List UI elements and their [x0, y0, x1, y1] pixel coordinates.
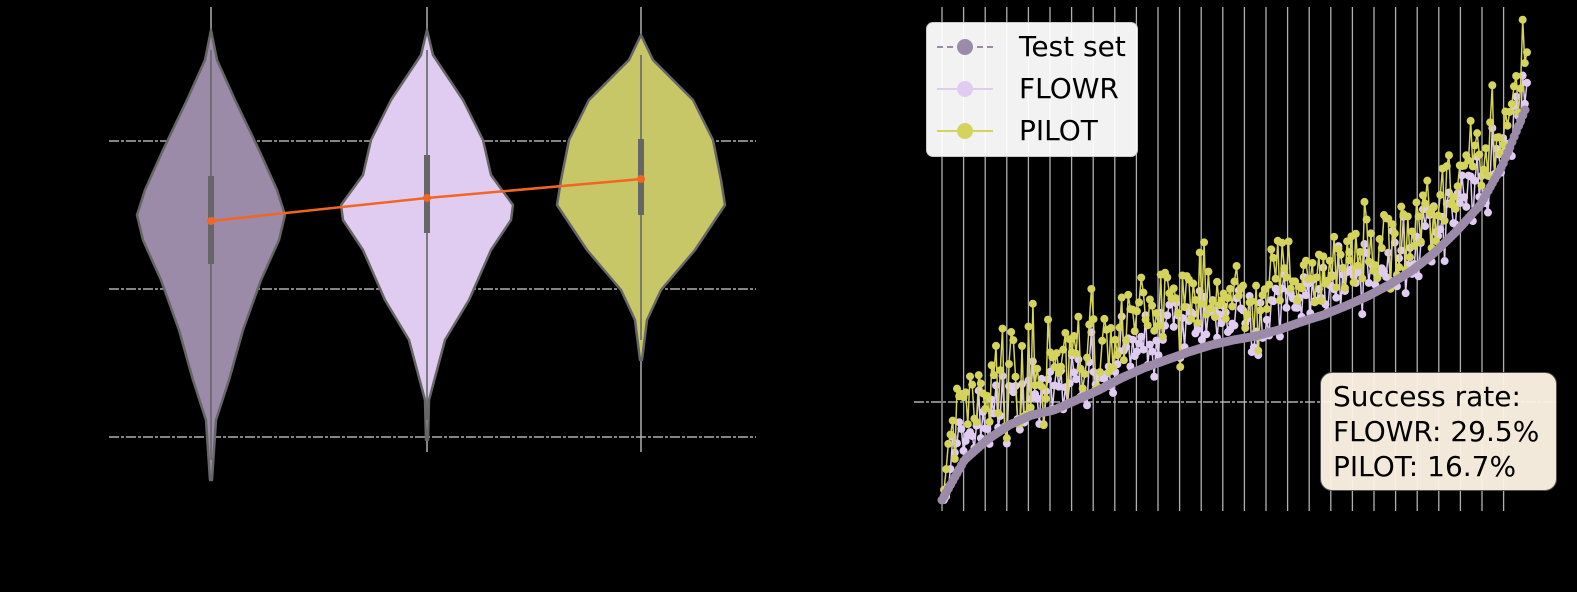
violin-plot — [109, 7, 756, 482]
annotation-flowr-rate: FLOWR: 29.5% — [1333, 415, 1540, 448]
legend-label: PILOT — [1019, 114, 1098, 147]
annotation-pilot-rate: PILOT: 16.7% — [1333, 450, 1517, 483]
legend-item-pilot: PILOT — [935, 111, 1098, 151]
legend: Test set FLOWR PILOT — [926, 22, 1138, 157]
line-plot — [914, 7, 1557, 511]
legend-label: Test set — [1019, 30, 1126, 63]
legend-label: FLOWR — [1019, 72, 1119, 105]
line-circle-marker-icon — [935, 111, 995, 151]
line-circle-marker-icon — [935, 69, 995, 109]
dashed-line-circle-marker-icon — [935, 27, 995, 67]
legend-item-test-set: Test set — [935, 27, 1126, 67]
success-rate-annotation: Success rate: FLOWR: 29.5% PILOT: 16.7% — [1320, 372, 1557, 491]
legend-item-flowr: FLOWR — [935, 69, 1119, 109]
annotation-title: Success rate: — [1333, 380, 1521, 413]
